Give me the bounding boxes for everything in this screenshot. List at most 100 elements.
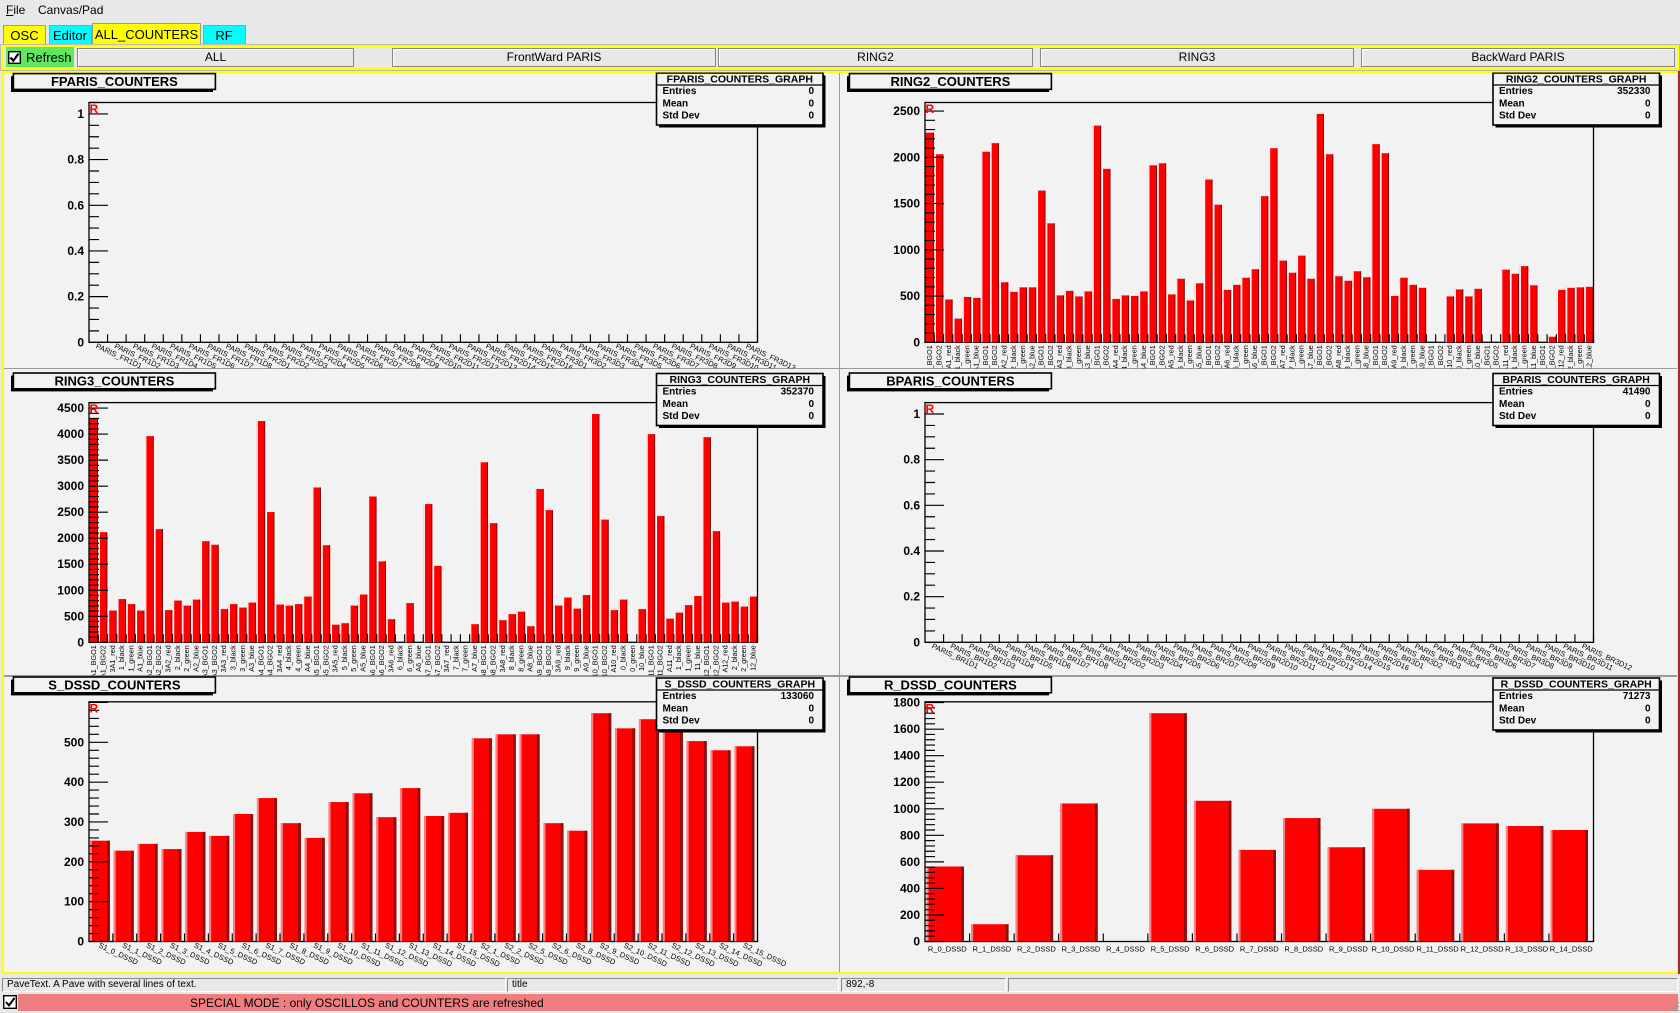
svg-text:0: 0 [1645, 703, 1651, 714]
svg-text:3500: 3500 [57, 453, 84, 467]
svg-text:7_black: 7_black [1287, 345, 1296, 370]
svg-text:A7_blue: A7_blue [1306, 345, 1315, 371]
svg-text:1200: 1200 [893, 775, 920, 789]
svg-text:A3_BGO1: A3_BGO1 [1037, 345, 1046, 378]
svg-text:R_0_DSSD: R_0_DSSD [928, 945, 967, 954]
svg-text:Mean: Mean [663, 399, 689, 410]
svg-text:0_green: 0_green [1464, 345, 1473, 371]
svg-text:R: R [926, 402, 935, 416]
svg-text:A6_blue: A6_blue [1250, 345, 1259, 371]
svg-text:41490: 41490 [1623, 387, 1651, 398]
svg-text:A1_BGO2: A1_BGO2 [99, 645, 108, 678]
svg-text:2A5_red: 2A5_red [1167, 345, 1176, 372]
svg-text:11_blue: 11_blue [693, 645, 702, 670]
svg-text:1: 1 [913, 407, 920, 421]
svg-text:12_blue: 12_blue [1584, 345, 1593, 371]
svg-text:A9_BGO2: A9_BGO2 [1380, 345, 1389, 378]
svg-text:A3_BGO1: A3_BGO1 [201, 645, 210, 678]
svg-text:0_green: 0_green [628, 645, 637, 671]
svg-text:1_green: 1_green [962, 345, 971, 371]
svg-text:0: 0 [808, 703, 814, 714]
svg-text:2A8_red: 2A8_red [1334, 345, 1343, 372]
svg-text:500: 500 [64, 609, 84, 623]
svg-text:0: 0 [808, 716, 814, 727]
svg-text:12_blue: 12_blue [748, 645, 757, 671]
svg-text:4_black: 4_black [1120, 345, 1129, 370]
svg-text:0.2: 0.2 [67, 290, 84, 304]
svg-text:A10_red: A10_red [609, 645, 618, 672]
svg-text:2A7_red: 2A7_red [1278, 345, 1287, 372]
svg-text:R_DSSD_COUNTERS_GRAPH: R_DSSD_COUNTERS_GRAPH [1501, 679, 1652, 691]
svg-text:0: 0 [808, 98, 814, 109]
svg-text:Mean: Mean [1499, 98, 1525, 109]
svg-text:R_5_DSSD: R_5_DSSD [1151, 945, 1190, 954]
svg-text:3_green: 3_green [238, 645, 247, 671]
svg-text:1500: 1500 [893, 197, 920, 211]
svg-text:R_13_DSSD: R_13_DSSD [1505, 945, 1549, 954]
svg-text:R: R [90, 102, 99, 116]
svg-text:3_black: 3_black [1065, 345, 1074, 370]
svg-text:Mean: Mean [663, 98, 689, 109]
svg-text:2_black: 2_black [173, 645, 182, 670]
svg-text:A3_BGO2: A3_BGO2 [210, 645, 219, 678]
svg-text:A12_red: A12_red [721, 645, 730, 672]
svg-text:500: 500 [64, 735, 84, 749]
svg-text:3A8_red: 3A8_red [498, 645, 507, 672]
svg-text:0.8: 0.8 [67, 153, 84, 167]
svg-text:0: 0 [808, 399, 814, 410]
svg-text:8_black: 8_black [1343, 345, 1352, 370]
svg-text:6_black: 6_black [396, 645, 405, 670]
svg-text:Std Dev: Std Dev [663, 411, 701, 422]
svg-text:3_black: 3_black [229, 645, 238, 670]
svg-text:12_BGO2: 12_BGO2 [711, 645, 720, 677]
svg-text:0: 0 [808, 86, 814, 97]
svg-text:0.6: 0.6 [67, 198, 84, 212]
svg-text:A5_BGO1: A5_BGO1 [312, 645, 321, 678]
svg-text:R_7_DSSD: R_7_DSSD [1240, 945, 1279, 954]
svg-text:A8_blue: A8_blue [526, 645, 535, 671]
svg-text:Std Dev: Std Dev [663, 716, 701, 727]
svg-text:A5_blue: A5_blue [359, 645, 368, 671]
svg-text:2_green: 2_green [739, 645, 748, 671]
svg-text:6_black: 6_black [1232, 345, 1241, 370]
svg-text:10_BGO1: 10_BGO1 [591, 645, 600, 677]
svg-text:12_BGO1: 12_BGO1 [1538, 345, 1547, 377]
svg-text:A8_blue: A8_blue [1362, 345, 1371, 371]
svg-text:11_blue: 11_blue [1529, 345, 1538, 370]
svg-text:R_4_DSSD: R_4_DSSD [1106, 945, 1145, 954]
svg-text:1_black: 1_black [1510, 345, 1519, 370]
svg-text:BPARIS_COUNTERS_GRAPH: BPARIS_COUNTERS_GRAPH [1502, 374, 1649, 386]
svg-text:A5_blue: A5_blue [1195, 345, 1204, 371]
svg-text:Entries: Entries [663, 691, 697, 702]
svg-text:R_DSSD_COUNTERS: R_DSSD_COUNTERS [884, 677, 1017, 692]
svg-text:3A7_red: 3A7_red [442, 645, 451, 672]
svg-text:2000: 2000 [57, 531, 84, 545]
svg-text:0: 0 [77, 335, 84, 349]
svg-text:A4_BGO2: A4_BGO2 [266, 645, 275, 678]
svg-text:0.4: 0.4 [903, 544, 920, 558]
svg-text:2500: 2500 [893, 104, 920, 118]
svg-text:S_DSSD_COUNTERS: S_DSSD_COUNTERS [48, 677, 181, 692]
svg-text:RING2_COUNTERS: RING2_COUNTERS [890, 74, 1010, 89]
svg-text:133060: 133060 [781, 691, 815, 702]
svg-text:500: 500 [900, 289, 920, 303]
svg-text:0: 0 [1645, 716, 1651, 727]
svg-text:A9_blue: A9_blue [1417, 345, 1426, 371]
svg-text:A1_blue: A1_blue [136, 645, 145, 671]
svg-text:3000: 3000 [57, 479, 84, 493]
svg-text:A8_BGO2: A8_BGO2 [488, 645, 497, 678]
svg-text:11_BGO2: 11_BGO2 [656, 645, 665, 676]
svg-text:2_green: 2_green [182, 645, 191, 671]
svg-text:A8_BGO2: A8_BGO2 [1324, 345, 1333, 378]
svg-text:200: 200 [64, 855, 84, 869]
svg-text:A2_blue: A2_blue [191, 645, 200, 671]
svg-text:A9_BGO2: A9_BGO2 [544, 645, 553, 678]
svg-text:Std Dev: Std Dev [1499, 716, 1537, 727]
svg-text:R: R [926, 102, 935, 116]
svg-text:2000: 2000 [893, 150, 920, 164]
svg-text:300: 300 [64, 815, 84, 829]
svg-text:A2_BGO1: A2_BGO1 [145, 645, 154, 678]
svg-text:0: 0 [77, 635, 84, 649]
svg-text:A2_BGO2: A2_BGO2 [154, 645, 163, 678]
svg-text:A5_BGO1: A5_BGO1 [1148, 345, 1157, 378]
